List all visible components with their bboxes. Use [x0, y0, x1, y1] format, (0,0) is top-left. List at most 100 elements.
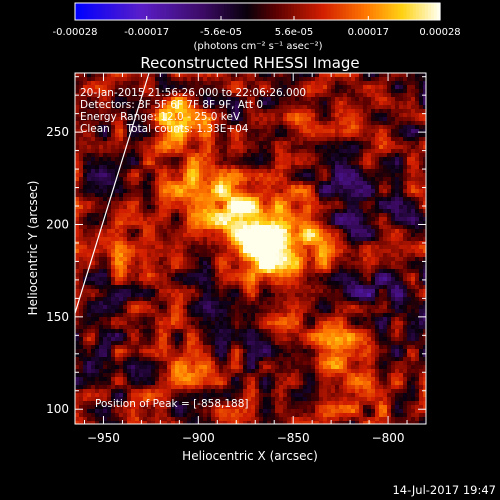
heatmap-cell: [283, 185, 288, 190]
heatmap-cell: [247, 277, 252, 282]
heatmap-cell: [259, 225, 264, 230]
heatmap-cell: [135, 245, 140, 250]
heatmap-cell: [247, 137, 252, 142]
heatmap-cell: [279, 197, 284, 202]
heatmap-cell: [251, 73, 256, 78]
heatmap-cell: [199, 117, 204, 122]
heatmap-cell: [203, 281, 208, 286]
heatmap-cell: [203, 217, 208, 222]
heatmap-cell: [319, 129, 324, 134]
heatmap-cell: [283, 101, 288, 106]
heatmap-cell: [195, 185, 200, 190]
heatmap-cell: [319, 165, 324, 170]
heatmap-cell: [387, 141, 392, 146]
heatmap-cell: [191, 153, 196, 158]
heatmap-cell: [319, 97, 324, 102]
heatmap-cell: [247, 241, 252, 246]
heatmap-cell: [235, 193, 240, 198]
heatmap-cell: [279, 249, 284, 254]
heatmap-cell: [99, 189, 104, 194]
heatmap-cell: [379, 129, 384, 134]
heatmap-cell: [259, 241, 264, 246]
heatmap-cell: [379, 145, 384, 150]
heatmap-cell: [387, 197, 392, 202]
heatmap-cell: [111, 173, 116, 178]
heatmap-cell: [155, 149, 160, 154]
heatmap-cell: [355, 245, 360, 250]
heatmap-cell: [311, 169, 316, 174]
heatmap-cell: [311, 229, 316, 234]
heatmap-cell: [303, 153, 308, 158]
heatmap-cell: [339, 269, 344, 274]
heatmap-cell: [159, 105, 164, 110]
heatmap-cell: [371, 85, 376, 90]
heatmap-cell: [327, 285, 332, 290]
heatmap-cell: [139, 109, 144, 114]
heatmap-cell: [111, 177, 116, 182]
heatmap-cell: [399, 141, 404, 146]
heatmap-cell: [423, 205, 426, 210]
heatmap-cell: [387, 245, 392, 250]
heatmap-cell: [307, 145, 312, 150]
heatmap-cell: [187, 137, 192, 142]
heatmap-cell: [391, 257, 396, 262]
heatmap-cell: [163, 169, 168, 174]
heatmap-cell: [151, 93, 156, 98]
heatmap-cell: [215, 221, 220, 226]
heatmap-cell: [387, 149, 392, 154]
heatmap-cell: [403, 237, 408, 242]
heatmap-cell: [143, 197, 148, 202]
heatmap-cell: [347, 201, 352, 206]
heatmap-cell: [371, 177, 376, 182]
heatmap-cell: [115, 97, 120, 102]
heatmap-cell: [199, 209, 204, 214]
heatmap-cell: [87, 201, 92, 206]
heatmap-cell: [131, 225, 136, 230]
heatmap-cell: [347, 285, 352, 290]
heatmap-cell: [163, 241, 168, 246]
heatmap-cell: [179, 229, 184, 234]
heatmap-cell: [259, 77, 264, 82]
heatmap-cell: [403, 85, 408, 90]
heatmap-cell: [207, 245, 212, 250]
heatmap-cell: [339, 121, 344, 126]
heatmap-cell: [359, 157, 364, 162]
heatmap-cell: [199, 261, 204, 266]
heatmap-cell: [231, 237, 236, 242]
heatmap-cell: [207, 273, 212, 278]
heatmap-cell: [347, 273, 352, 278]
heatmap-cell: [327, 269, 332, 274]
heatmap-cell: [395, 245, 400, 250]
heatmap-cell: [87, 125, 92, 130]
heatmap-cell: [399, 77, 404, 82]
heatmap-cell: [287, 77, 292, 82]
heatmap-cell: [99, 241, 104, 246]
heatmap-cell: [379, 73, 384, 78]
heatmap-cell: [171, 237, 176, 242]
heatmap-cell: [223, 141, 228, 146]
heatmap-cell: [219, 189, 224, 194]
heatmap-cell: [327, 257, 332, 262]
colorbar-cell: [345, 3, 350, 20]
heatmap-cell: [227, 277, 232, 282]
heatmap-cell: [139, 185, 144, 190]
heatmap-cell: [239, 161, 244, 166]
heatmap-cell: [359, 245, 364, 250]
heatmap-cell: [383, 145, 388, 150]
heatmap-cell: [291, 233, 296, 238]
heatmap-cell: [339, 109, 344, 114]
heatmap-cell: [199, 153, 204, 158]
heatmap-cell: [187, 217, 192, 222]
heatmap-cell: [399, 85, 404, 90]
heatmap-cell: [139, 289, 144, 294]
heatmap-cell: [207, 145, 212, 150]
heatmap-cell: [299, 205, 304, 210]
heatmap-cell: [299, 237, 304, 242]
heatmap-cell: [295, 261, 300, 266]
heatmap-cell: [155, 89, 160, 94]
heatmap-cell: [147, 253, 152, 258]
heatmap-cell: [391, 93, 396, 98]
heatmap-cell: [391, 209, 396, 214]
heatmap-cell: [179, 77, 184, 82]
heatmap-cell: [407, 73, 412, 78]
